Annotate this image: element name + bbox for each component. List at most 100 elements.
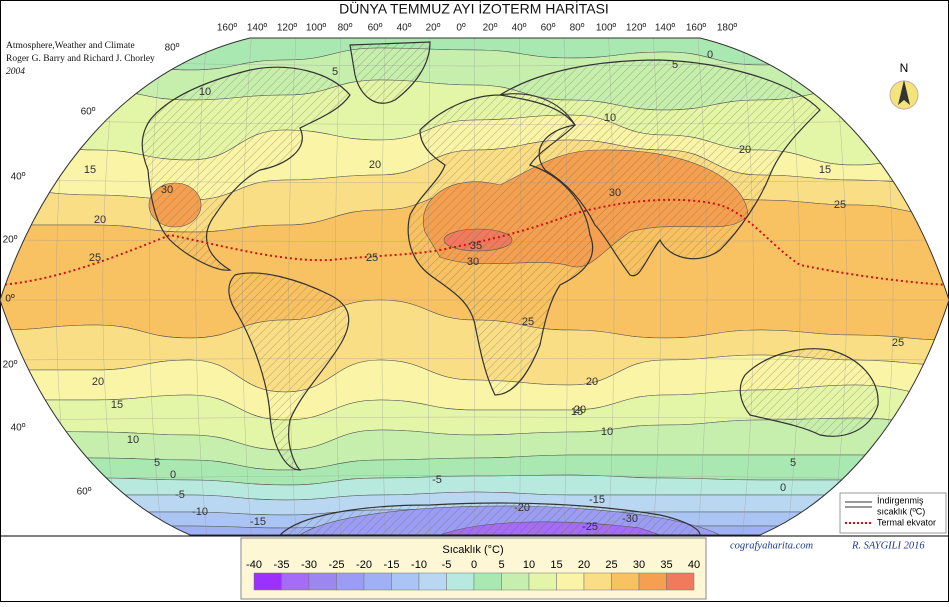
scale-swatch bbox=[364, 573, 392, 590]
isotherm-label: 0 bbox=[707, 49, 713, 61]
latitude-label: 20º bbox=[3, 360, 18, 371]
isotherm-label: -5 bbox=[175, 489, 185, 501]
isotherm-label: 20 bbox=[574, 404, 586, 416]
isotherm-label: 0 bbox=[780, 482, 786, 494]
isotherm-label: 0 bbox=[170, 469, 176, 481]
longitude-label: 80º bbox=[570, 23, 585, 34]
isotherm-label: 10 bbox=[127, 434, 139, 446]
isotherm-label: 25 bbox=[834, 199, 846, 211]
longitude-label: 180º bbox=[717, 23, 738, 34]
isotherm-label: 25 bbox=[89, 252, 101, 264]
scale-tick-label: -35 bbox=[274, 559, 290, 571]
isotherm-label: 15 bbox=[84, 164, 96, 176]
longitude-label: 40º bbox=[397, 23, 412, 34]
isotherm-label: 5 bbox=[154, 457, 160, 469]
scale-swatch bbox=[337, 573, 365, 590]
longitude-label: 60º bbox=[368, 23, 383, 34]
isotherm-label: -5 bbox=[432, 474, 442, 486]
longitude-label: 140º bbox=[655, 23, 676, 34]
scale-tick-label: 10 bbox=[523, 559, 535, 571]
isotherm-label: 10 bbox=[601, 426, 613, 438]
isotherm-label: 35 bbox=[470, 240, 482, 252]
longitude-label: 100º bbox=[306, 23, 327, 34]
latitude-label: 40º bbox=[11, 172, 26, 183]
isotherm-label: 20 bbox=[586, 376, 598, 388]
scale-tick-label: -5 bbox=[442, 559, 452, 571]
isotherm-label: -15 bbox=[250, 516, 266, 528]
credit-author: R. SAYGILI 2016 bbox=[851, 540, 925, 551]
longitude-label: 120º bbox=[277, 23, 298, 34]
scale-swatch bbox=[667, 573, 695, 590]
scale-tick-label: -20 bbox=[356, 559, 372, 571]
longitude-label: 20º bbox=[483, 23, 498, 34]
scale-tick-label: 40 bbox=[688, 559, 700, 571]
latitude-label: 20º bbox=[3, 235, 18, 246]
isotherm-label: 20 bbox=[739, 144, 751, 156]
scale-swatch bbox=[529, 573, 557, 590]
scale-tick-label: 30 bbox=[633, 559, 645, 571]
isotherm-label: -30 bbox=[622, 513, 638, 525]
scale-tick-label: 20 bbox=[578, 559, 590, 571]
longitude-label: 40º bbox=[512, 23, 527, 34]
scale-swatch bbox=[502, 573, 530, 590]
longitude-label: 80º bbox=[338, 23, 353, 34]
scale-tick-label: -30 bbox=[301, 559, 317, 571]
scale-tick-label: 15 bbox=[550, 559, 562, 571]
longitude-label: 0º bbox=[456, 23, 466, 34]
legend-label: Termal ekvator bbox=[877, 517, 936, 527]
scale-swatch bbox=[612, 573, 640, 590]
isotherm-label: 15 bbox=[819, 164, 831, 176]
isotherm-label: 30 bbox=[161, 184, 173, 196]
latitude-label: 40º bbox=[11, 423, 26, 434]
isotherm-label: 25 bbox=[892, 337, 904, 349]
longitude-label: 160º bbox=[217, 23, 238, 34]
isotherm-label: 10 bbox=[604, 112, 616, 124]
isotherm-label: 25 bbox=[522, 316, 534, 328]
scale-tick-label: 35 bbox=[660, 559, 672, 571]
map-legend: İndirgenmiş sıcaklık (ºC) Termal ekvator bbox=[840, 493, 946, 533]
scale-swatch bbox=[309, 573, 337, 590]
source-line: Atmosphere,Weather and Climate bbox=[6, 41, 135, 51]
isotherm-label: 30 bbox=[609, 187, 621, 199]
scale-tick-label: -10 bbox=[411, 559, 427, 571]
scale-tick-label: -15 bbox=[384, 559, 400, 571]
scale-tick-label: 0 bbox=[471, 559, 477, 571]
isotherm-label: 25 bbox=[366, 252, 378, 264]
scale-swatch bbox=[447, 573, 475, 590]
scale-swatch bbox=[584, 573, 612, 590]
longitude-label: 20º bbox=[426, 23, 441, 34]
title: DÜNYA TEMMUZ AYI İZOTERM HARİTASI bbox=[339, 0, 609, 17]
scale-swatch bbox=[419, 573, 447, 590]
latitude-label: 60º bbox=[81, 107, 96, 118]
scale-swatch bbox=[557, 573, 585, 590]
legend-label: sıcaklık (ºC) bbox=[877, 506, 925, 516]
isotherm-label: 5 bbox=[672, 59, 678, 71]
source-line: Roger G. Barry and Richard J. Chorley bbox=[6, 54, 155, 64]
isotherm-label: 10 bbox=[199, 86, 211, 98]
scale-swatch bbox=[254, 573, 282, 590]
scale-tick-label: -40 bbox=[246, 559, 262, 571]
scale-title: Sıcaklık (°C) bbox=[442, 544, 503, 556]
isotherm-label: 20 bbox=[369, 159, 381, 171]
longitude-label: 140º bbox=[247, 23, 268, 34]
latitude-label: 60º bbox=[77, 487, 92, 498]
latitude-label: 0º bbox=[5, 294, 15, 305]
isotherm-label: -25 bbox=[582, 521, 598, 533]
isotherm-label: -20 bbox=[514, 502, 530, 514]
scale-swatch bbox=[282, 573, 310, 590]
isotherm-label: 5 bbox=[790, 457, 796, 469]
isotherm-label: -15 bbox=[589, 494, 605, 506]
scale-tick-label: 25 bbox=[605, 559, 617, 571]
isotherm-label: 30 bbox=[467, 256, 479, 268]
isotherm-label: 15 bbox=[111, 399, 123, 411]
scale-swatch bbox=[392, 573, 420, 590]
isotherm-label: 5 bbox=[332, 66, 338, 78]
longitude-label: 160º bbox=[686, 23, 707, 34]
scale-swatch bbox=[474, 573, 502, 590]
scale-tick-label: -25 bbox=[329, 559, 345, 571]
isotherm-label: 20 bbox=[94, 214, 106, 226]
isotherm-label: -10 bbox=[192, 506, 208, 518]
legend-label: İndirgenmiş bbox=[877, 495, 924, 505]
